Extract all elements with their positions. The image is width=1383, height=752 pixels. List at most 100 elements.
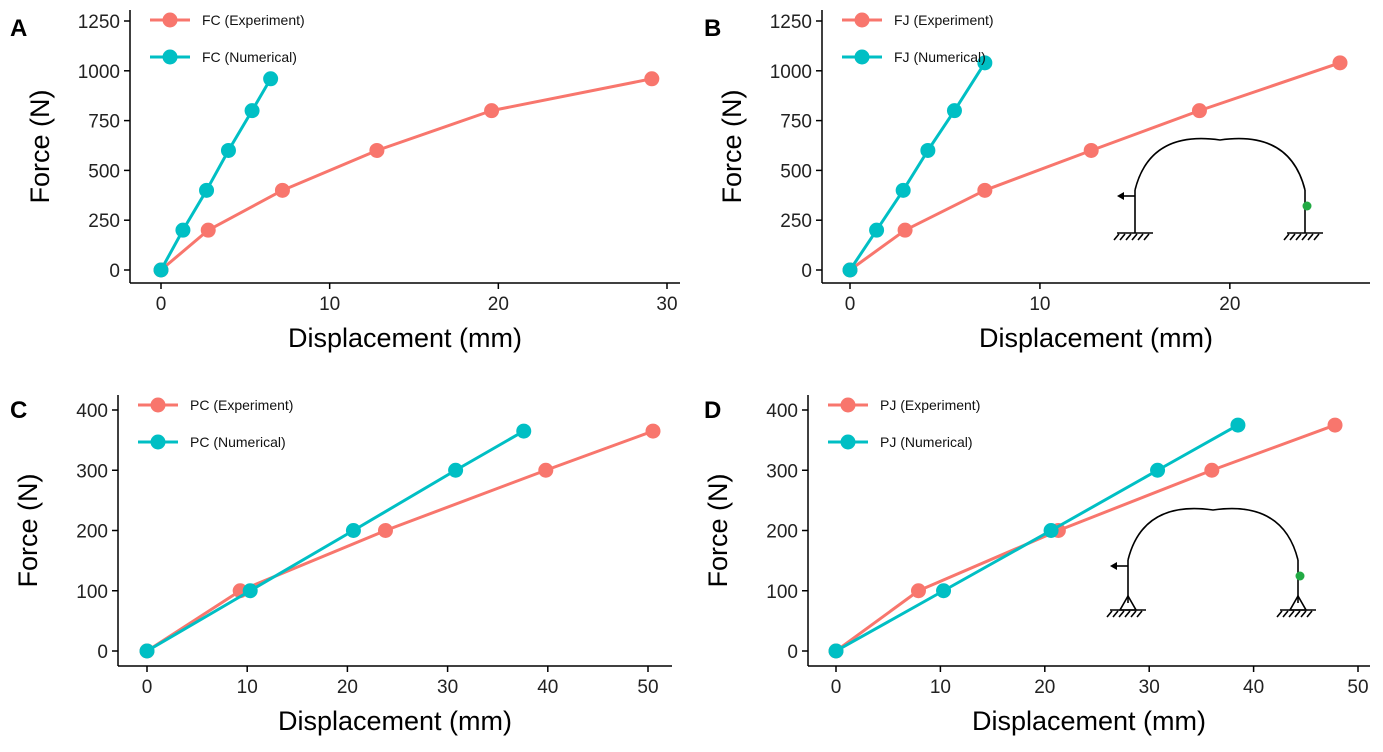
ground-hatch <box>1300 610 1307 618</box>
y-tick-label: 0 <box>801 261 812 282</box>
load-arrowhead <box>1117 192 1124 200</box>
data-point-experiment <box>1204 462 1220 478</box>
x-tick-label: 40 <box>537 677 558 698</box>
ground-hatch <box>1295 233 1302 241</box>
data-point-experiment <box>910 583 926 599</box>
data-point-numerical <box>345 523 361 538</box>
data-point-numerical <box>263 71 279 87</box>
data-point-experiment <box>1191 103 1207 119</box>
ground-hatch <box>1113 233 1120 241</box>
arch-schematic <box>1113 137 1323 241</box>
y-tick-label: 1000 <box>78 62 120 83</box>
data-point-experiment <box>274 182 290 198</box>
y-tick-label: 500 <box>88 161 120 182</box>
y-tick-label: 400 <box>766 401 798 422</box>
arch-curve <box>1134 137 1306 191</box>
series-line-experiment <box>835 423 1336 653</box>
panel-letter: A <box>10 15 27 42</box>
ground-hatch <box>1131 233 1138 241</box>
y-axis-title: Force (N) <box>25 90 55 204</box>
legend-label: FJ (Experiment) <box>894 12 994 28</box>
x-tick-label: 20 <box>337 677 358 698</box>
legend-label: FC (Numerical) <box>202 49 297 65</box>
legend-key-marker <box>854 49 870 65</box>
data-point-numerical <box>242 583 258 599</box>
x-axis-title: Displacement (mm) <box>979 323 1213 353</box>
ground-hatch <box>1125 233 1132 241</box>
x-tick-label: 30 <box>656 294 677 315</box>
arch-schematic <box>1106 507 1316 618</box>
x-tick-label: 50 <box>637 677 658 698</box>
data-point-numerical <box>153 262 169 278</box>
x-axis-title: Displacement (mm) <box>972 706 1206 736</box>
data-point-numerical <box>869 222 885 238</box>
data-point-experiment <box>897 222 913 238</box>
ground-hatch <box>1294 610 1301 618</box>
data-point-numerical <box>139 643 155 659</box>
x-tick-label: 0 <box>142 677 153 698</box>
x-tick-label: 30 <box>1139 677 1160 698</box>
panel-d: D 0 100 200 300 400 0 10 20 30 40 50 Force (N) Displa… <box>703 395 1370 736</box>
legend-key-marker <box>854 12 870 28</box>
ground-hatch <box>1137 233 1144 241</box>
data-point-numerical <box>936 583 952 599</box>
y-tick-label: 200 <box>76 522 108 543</box>
data-point-experiment <box>484 103 500 119</box>
y-tick-label: 300 <box>76 461 108 482</box>
data-point-experiment <box>1083 142 1099 158</box>
data-point-numerical <box>828 643 844 659</box>
ground-hatch <box>1118 610 1125 618</box>
data-point-experiment <box>538 462 554 478</box>
ground-hatch <box>1112 610 1119 618</box>
data-point-experiment <box>377 523 393 538</box>
panel-b: B 0 250 500 750 1000 1250 0 10 20 Force (N) Displac… <box>704 10 1370 353</box>
data-point-experiment <box>200 222 216 238</box>
data-point-experiment <box>369 142 385 158</box>
arch-curve <box>1127 507 1299 561</box>
ground-hatch <box>1313 233 1320 241</box>
y-tick-label: 0 <box>787 642 798 663</box>
y-tick-label: 0 <box>109 261 120 282</box>
x-tick-label: 10 <box>237 677 258 698</box>
data-point-numerical <box>977 55 993 71</box>
ground-hatch <box>1289 233 1296 241</box>
legend-key-marker <box>150 397 166 413</box>
data-point-numerical <box>244 103 260 119</box>
y-tick-label: 750 <box>780 112 812 133</box>
legend-label: FC (Experiment) <box>202 12 305 28</box>
panel-letter: D <box>704 397 721 424</box>
data-point-numerical <box>895 182 911 198</box>
data-point-experiment <box>1332 55 1348 71</box>
series-line-experiment <box>160 77 653 272</box>
data-point-numerical <box>1230 417 1246 433</box>
ground-hatch <box>1119 233 1126 241</box>
series-line-numerical <box>848 62 987 271</box>
data-point-numerical <box>1043 523 1059 538</box>
x-tick-label: 20 <box>1034 677 1055 698</box>
legend-label: FJ (Numerical) <box>894 49 986 65</box>
ground-hatch <box>1136 610 1143 618</box>
panel-letter: C <box>10 397 27 424</box>
legend-label: PC (Numerical) <box>190 434 286 450</box>
ground-hatch <box>1276 610 1283 618</box>
ground-hatch <box>1307 233 1314 241</box>
x-tick-label: 0 <box>845 294 856 315</box>
legend-key-marker <box>840 434 856 450</box>
y-tick-label: 100 <box>766 582 798 603</box>
x-tick-label: 30 <box>437 677 458 698</box>
y-tick-label: 250 <box>780 211 812 232</box>
legend-key-marker <box>162 49 178 65</box>
x-tick-label: 20 <box>488 294 509 315</box>
x-axis-title: Displacement (mm) <box>278 706 512 736</box>
series-line-experiment <box>849 61 1341 272</box>
ground-hatch <box>1130 610 1137 618</box>
x-tick-label: 0 <box>831 677 842 698</box>
ground-hatch <box>1306 610 1313 618</box>
x-tick-label: 20 <box>1219 294 1240 315</box>
data-point-numerical <box>842 262 858 278</box>
y-tick-label: 750 <box>88 112 120 133</box>
panel-letter: B <box>704 15 721 42</box>
x-tick-label: 10 <box>1029 294 1050 315</box>
x-tick-label: 10 <box>930 677 951 698</box>
